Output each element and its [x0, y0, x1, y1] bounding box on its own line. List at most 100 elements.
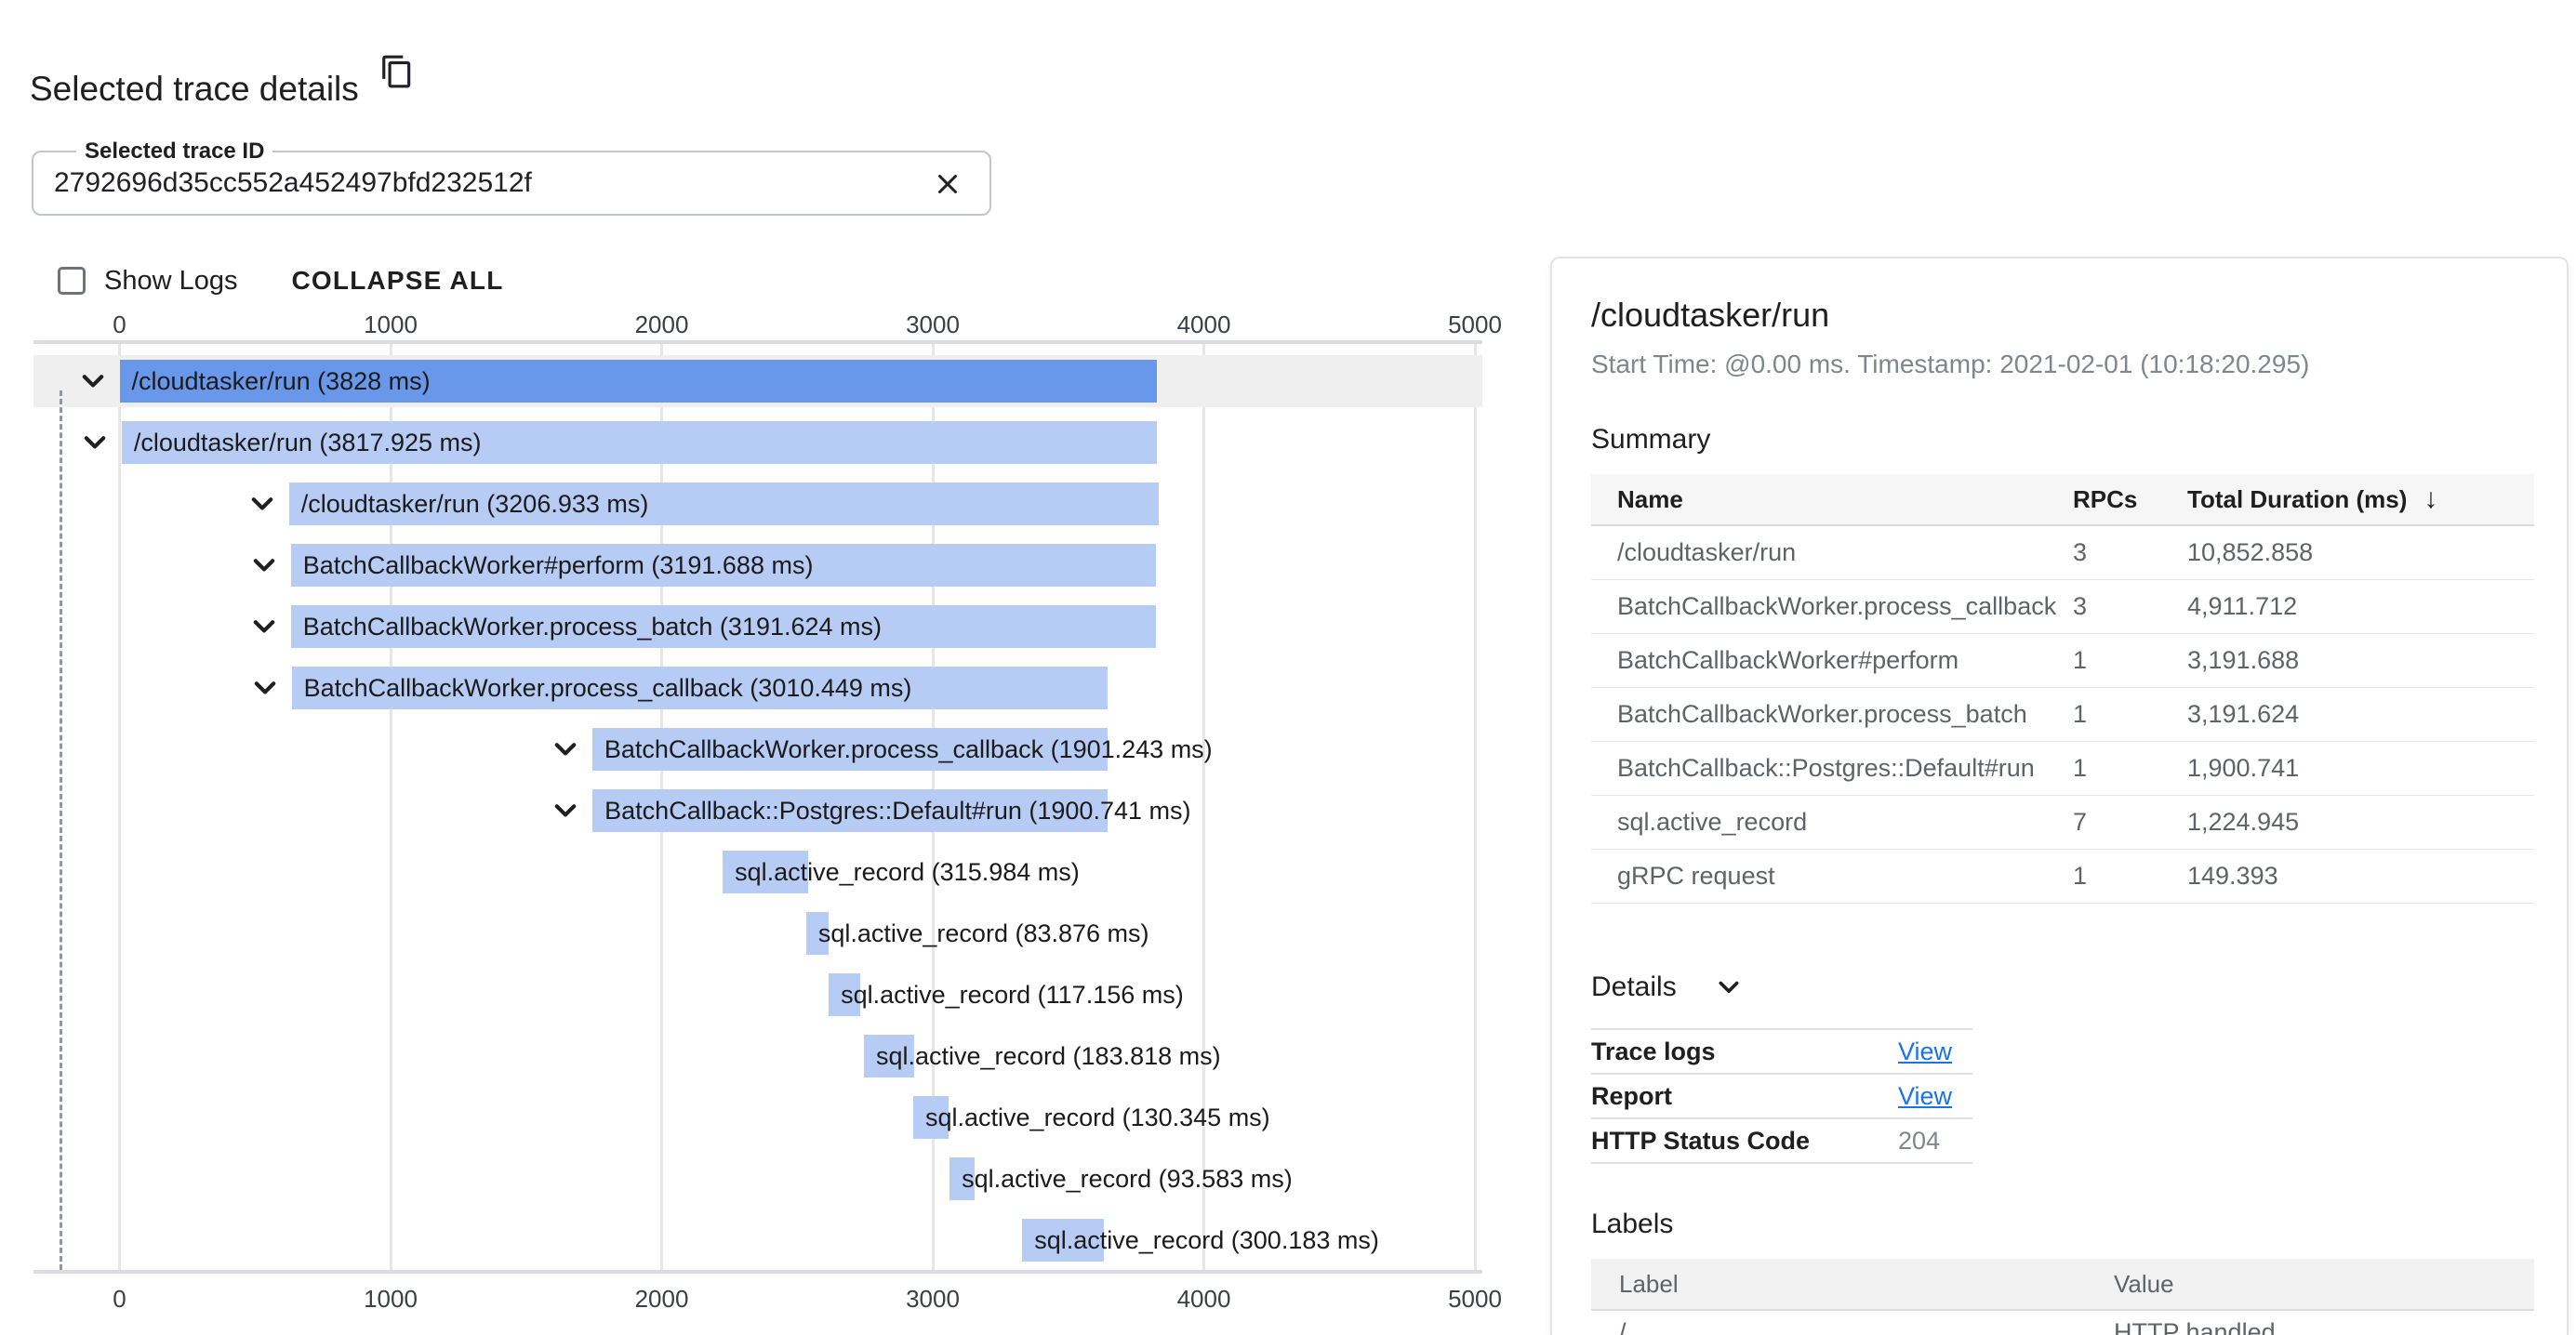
details-row-value: View	[1898, 1038, 1972, 1066]
expand-chevron-icon[interactable]	[245, 486, 280, 522]
details-row-label: Trace logs	[1591, 1037, 1716, 1065]
span-bar[interactable]: sql.active_record (83.876 ms)	[805, 912, 1149, 955]
summary-table-row: sql.active_record 7 1,224.945	[1591, 796, 2534, 850]
span-bar[interactable]: BatchCallback::Postgres::Default#run (19…	[592, 789, 1190, 832]
span-details-panel: /cloudtasker/run Start Time: @0.00 ms. T…	[1550, 257, 2569, 1335]
expand-chevron-icon[interactable]	[246, 548, 282, 583]
axis-tick-label-top: 3000	[906, 311, 960, 338]
axis-tick-label-top: 0	[113, 311, 126, 338]
timeline-axis-bottom	[33, 1270, 1482, 1274]
summary-col-duration[interactable]: Total Duration (ms) ↓	[2187, 483, 2534, 515]
summary-cell-name: gRPC request	[1617, 862, 1775, 890]
span-bar-label: BatchCallback::Postgres::Default#run (19…	[604, 796, 1191, 825]
summary-cell-name: BatchCallbackWorker.process_callback	[1617, 592, 2057, 620]
span-bar[interactable]: sql.active_record (117.156 ms)	[829, 973, 1184, 1016]
span-bar[interactable]: sql.active_record (183.818 ms)	[863, 1035, 1221, 1077]
span-bar-label: sql.active_record (183.818 ms)	[875, 1041, 1221, 1070]
summary-cell-name: sql.active_record	[1617, 808, 1808, 836]
expand-chevron-icon[interactable]	[77, 425, 113, 460]
summary-table-row: BatchCallbackWorker.process_callback 3 4,9…	[1591, 580, 2534, 634]
show-logs-checkbox[interactable]	[58, 267, 86, 295]
details-row-label: HTTP Status Code	[1591, 1126, 1811, 1155]
collapse-all-button[interactable]: COLLAPSE ALL	[291, 266, 504, 295]
details-row: Report View	[1591, 1075, 1972, 1119]
span-bar[interactable]: sql.active_record (93.583 ms)	[949, 1157, 1293, 1200]
summary-cell-rpcs: 1	[2073, 754, 2088, 782]
chart-controls: Show Logs COLLAPSE ALL	[58, 262, 504, 299]
details-row-label: Report	[1591, 1081, 1672, 1110]
span-bar-label: sql.active_record (93.583 ms)	[962, 1164, 1293, 1193]
expand-chevron-icon[interactable]	[246, 609, 282, 644]
details-row-value: 204	[1898, 1126, 1941, 1155]
span-bar[interactable]: /cloudtasker/run (3828 ms)	[119, 360, 1158, 403]
span-bar[interactable]: BatchCallbackWorker.process_callback (30…	[291, 667, 1109, 709]
show-logs-label[interactable]: Show Logs	[104, 265, 238, 296]
page-title: Selected trace details	[30, 69, 359, 108]
summary-section-title: Summary	[1591, 424, 1711, 455]
timeline-axis-top	[33, 340, 1482, 344]
span-bar-label: BatchCallbackWorker#perform (3191.688 ms…	[302, 550, 814, 579]
copy-icon[interactable]	[379, 54, 415, 89]
span-bar[interactable]: sql.active_record (130.345 ms)	[913, 1096, 1270, 1139]
summary-col-name: Name	[1617, 484, 1683, 513]
span-bar[interactable]: /cloudtasker/run (3206.933 ms)	[288, 482, 1159, 525]
summary-cell-name: /cloudtasker/run	[1617, 538, 1797, 566]
axis-tick-label-bottom: 2000	[634, 1285, 689, 1313]
axis-tick-label-bottom: 0	[113, 1285, 126, 1313]
trace-id-field: Selected trace ID	[32, 139, 991, 216]
summary-table: Name RPCs Total Duration (ms) ↓ /cloudta…	[1591, 474, 2534, 904]
summary-table-row: /cloudtasker/run 3 10,852.858	[1591, 526, 2534, 580]
summary-cell-duration: 10,852.858	[2187, 538, 2314, 566]
axis-tick-label-bottom: 3000	[906, 1285, 960, 1313]
span-bar[interactable]: /cloudtasker/run (3817.925 ms)	[121, 421, 1157, 464]
axis-tick-label-top: 4000	[1176, 311, 1231, 338]
expand-chevron-icon[interactable]	[548, 793, 583, 828]
view-link[interactable]: View	[1898, 1081, 1953, 1110]
summary-cell-duration: 3,191.624	[2187, 700, 2300, 728]
value-cell: HTTP handled	[2114, 1318, 2276, 1335]
trace-waterfall-chart: 0 0 1000 1000 2000 2000 3000 3000 4000 4000 5000 50…	[33, 311, 1502, 1313]
summary-col-duration-label: Total Duration (ms)	[2187, 484, 2408, 513]
labels-col-value: Value	[2114, 1269, 2174, 1298]
summary-cell-duration: 1,900.741	[2187, 754, 2300, 782]
span-bar-label: sql.active_record (315.984 ms)	[735, 857, 1080, 886]
trace-id-input[interactable]	[54, 152, 906, 214]
summary-cell-rpcs: 1	[2073, 646, 2088, 674]
trace-start-dashed-line	[60, 390, 62, 1270]
labels-section-title: Labels	[1591, 1209, 1674, 1239]
labels-col-label: Label	[1619, 1269, 1679, 1298]
details-row-value: View	[1898, 1082, 1972, 1111]
span-bar[interactable]: sql.active_record (300.183 ms)	[1022, 1219, 1379, 1262]
details-collapse-chevron-icon[interactable]	[1712, 971, 1746, 1004]
span-bar[interactable]: BatchCallbackWorker.process_batch (3191.…	[290, 605, 1157, 648]
details-section-header: Details	[1591, 971, 2534, 1004]
summary-cell-duration: 4,911.712	[2187, 592, 2298, 620]
axis-tick-label-top: 5000	[1448, 311, 1502, 338]
axis-tick-label-bottom: 1000	[364, 1285, 418, 1313]
span-bar-label: sql.active_record (83.876 ms)	[817, 919, 1149, 947]
expand-chevron-icon[interactable]	[75, 363, 111, 399]
summary-table-row: BatchCallbackWorker#perform 1 3,191.688	[1591, 634, 2534, 688]
span-bar-label: BatchCallbackWorker.process_callback (30…	[303, 673, 912, 702]
content-copy-icon	[382, 55, 411, 88]
details-row: Trace logs View	[1591, 1030, 1972, 1075]
axis-tick-label-top: 1000	[364, 311, 418, 338]
span-bar[interactable]: BatchCallbackWorker.process_callback (19…	[591, 728, 1213, 771]
clear-icon[interactable]	[932, 168, 963, 200]
expand-chevron-icon[interactable]	[548, 732, 583, 767]
summary-cell-rpcs: 3	[2073, 538, 2088, 566]
span-bar-label: BatchCallbackWorker.process_callback (19…	[604, 734, 1213, 763]
labels-table: Label Value / HTTP handled	[1591, 1259, 2534, 1335]
view-link[interactable]: View	[1898, 1037, 1953, 1065]
span-bar[interactable]: BatchCallbackWorker#perform (3191.688 ms…	[290, 544, 1157, 587]
span-name-heading: /cloudtasker/run	[1591, 296, 1830, 334]
span-bar[interactable]: sql.active_record (315.984 ms)	[723, 851, 1080, 893]
timeline-gridline	[1473, 344, 1477, 1270]
sort-descending-icon[interactable]: ↓	[2423, 483, 2438, 514]
expand-chevron-icon[interactable]	[247, 670, 283, 706]
summary-cell-duration: 149.393	[2187, 862, 2278, 890]
summary-cell-rpcs: 1	[2073, 862, 2088, 890]
timeline-gridline	[1202, 344, 1205, 1270]
span-bar-label: /cloudtasker/run (3828 ms)	[131, 366, 431, 395]
details-table: Trace logs View Report View HTTP Status Code…	[1591, 1028, 1972, 1164]
